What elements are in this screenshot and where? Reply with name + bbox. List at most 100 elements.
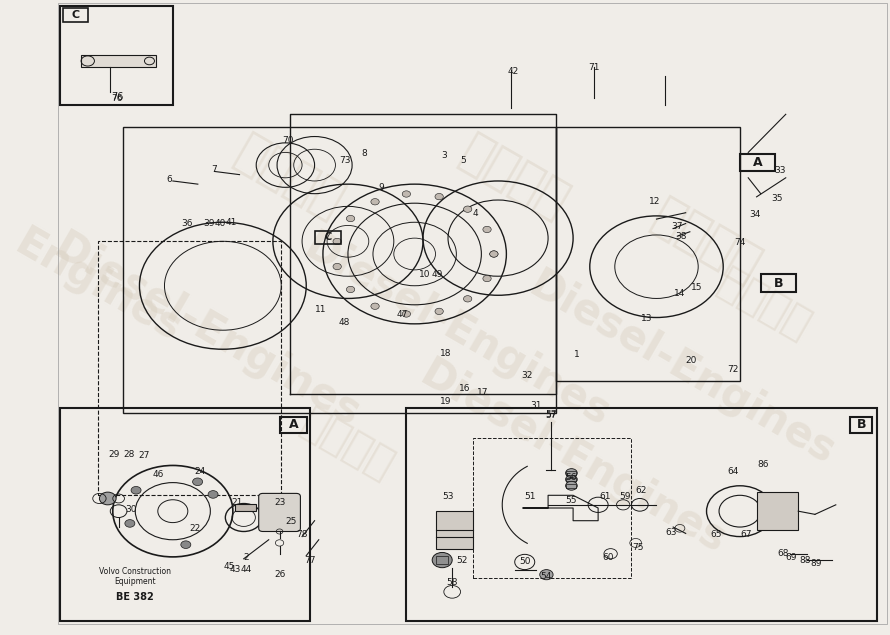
Text: 59: 59 (619, 492, 630, 501)
Circle shape (131, 486, 142, 494)
Text: 86: 86 (757, 460, 769, 469)
Text: C: C (324, 232, 332, 243)
Text: 43: 43 (230, 565, 241, 574)
Text: 89: 89 (811, 559, 822, 568)
Text: Engines: Engines (7, 222, 189, 350)
Text: 74: 74 (734, 238, 746, 247)
Circle shape (346, 215, 355, 222)
Text: 70: 70 (282, 137, 294, 145)
Text: 71: 71 (588, 64, 600, 72)
Text: C: C (71, 10, 79, 20)
Text: 1: 1 (574, 350, 580, 359)
Text: 58: 58 (447, 578, 458, 587)
Text: 柴发动力: 柴发动力 (227, 128, 352, 228)
Text: 6: 6 (166, 175, 173, 184)
Text: 57: 57 (545, 411, 556, 420)
Text: 53: 53 (442, 492, 454, 501)
Circle shape (483, 276, 491, 282)
Circle shape (539, 570, 553, 580)
Text: Diesel-Engines: Diesel-Engines (413, 352, 733, 562)
Text: A: A (288, 418, 298, 431)
Text: Diesel-Engines: Diesel-Engines (521, 264, 842, 473)
Text: 73: 73 (340, 156, 352, 164)
Circle shape (464, 206, 472, 212)
Text: 39: 39 (203, 219, 214, 228)
Text: 24: 24 (195, 467, 206, 476)
Text: 17: 17 (477, 388, 489, 397)
Circle shape (371, 303, 379, 309)
Text: BE 382: BE 382 (117, 592, 154, 602)
Bar (556, 127, 740, 381)
Text: 78: 78 (296, 530, 308, 539)
Text: 柴发动力: 柴发动力 (644, 191, 769, 291)
Bar (436, 556, 448, 564)
Text: 65: 65 (711, 530, 723, 539)
Text: 76: 76 (111, 94, 123, 103)
Text: 30: 30 (125, 505, 137, 514)
Circle shape (566, 481, 578, 490)
Text: Equipment: Equipment (115, 577, 156, 585)
Circle shape (464, 296, 472, 302)
Bar (756, 492, 798, 530)
Bar (279, 417, 307, 433)
Text: 62: 62 (635, 486, 647, 495)
Bar (62, 8, 88, 22)
Text: 46: 46 (152, 471, 164, 479)
Text: 32: 32 (522, 371, 533, 380)
Text: 22: 22 (190, 524, 201, 533)
Circle shape (402, 311, 410, 317)
Bar (566, 471, 577, 475)
Circle shape (490, 251, 498, 257)
Text: 5: 5 (460, 156, 465, 164)
Bar (407, 408, 878, 621)
Text: 44: 44 (240, 565, 252, 574)
Text: 48: 48 (338, 318, 350, 327)
Text: 13: 13 (641, 314, 652, 323)
Bar (566, 484, 577, 488)
Text: 9: 9 (378, 183, 384, 192)
Text: 88: 88 (799, 556, 811, 565)
Bar (61, 6, 173, 105)
Circle shape (333, 264, 342, 270)
Bar (740, 154, 775, 171)
Text: 75: 75 (633, 543, 643, 552)
Text: Diesel-Engines: Diesel-Engines (295, 225, 617, 435)
Text: 19: 19 (440, 397, 451, 406)
Circle shape (490, 251, 498, 257)
Text: 47: 47 (396, 310, 408, 319)
Text: B: B (856, 418, 866, 431)
Text: 2: 2 (243, 553, 249, 562)
Circle shape (371, 199, 379, 205)
Text: 40: 40 (214, 219, 226, 228)
Text: 31: 31 (530, 401, 541, 410)
Bar (566, 478, 577, 481)
Text: 42: 42 (507, 67, 519, 76)
Text: 54: 54 (541, 572, 552, 581)
Circle shape (192, 478, 203, 486)
Text: 57: 57 (545, 410, 556, 418)
Text: 63: 63 (665, 528, 676, 537)
Text: 28: 28 (124, 450, 135, 458)
Circle shape (566, 475, 578, 484)
Bar (81, 55, 156, 67)
FancyBboxPatch shape (259, 493, 301, 531)
Text: 柴发动力: 柴发动力 (294, 401, 401, 488)
Text: 67: 67 (740, 530, 752, 539)
Circle shape (181, 541, 190, 549)
Text: 45: 45 (224, 562, 235, 571)
Text: 61: 61 (599, 492, 611, 501)
Text: 14: 14 (674, 289, 685, 298)
Text: 3: 3 (441, 151, 447, 160)
Text: 36: 36 (182, 219, 193, 228)
Text: 12: 12 (649, 197, 660, 206)
Bar (473, 438, 632, 578)
Text: Volvo Construction: Volvo Construction (100, 567, 171, 576)
Text: 77: 77 (304, 556, 316, 565)
Text: 34: 34 (749, 210, 761, 219)
Circle shape (333, 238, 342, 244)
Text: 18: 18 (440, 349, 451, 358)
Text: 29: 29 (108, 450, 119, 458)
Text: 33: 33 (774, 166, 786, 175)
Bar (761, 274, 796, 292)
Text: 11: 11 (315, 305, 326, 314)
